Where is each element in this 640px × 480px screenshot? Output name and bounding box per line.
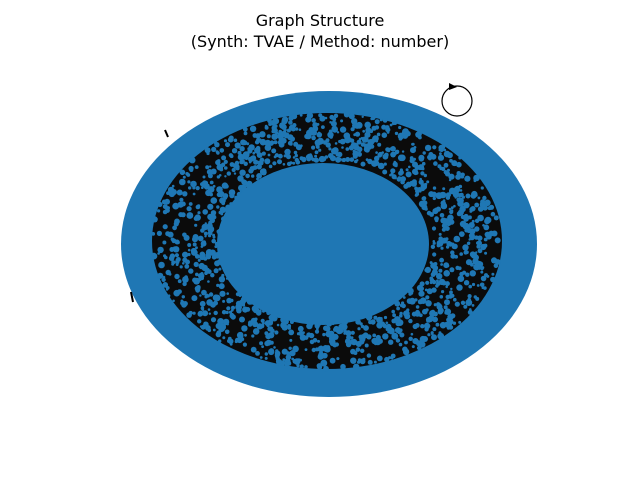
- self-loop-arrow-icon: [449, 83, 457, 90]
- stray-edge-top: [164, 129, 169, 138]
- figure-title: Graph Structure (Synth: TVAE / Method: n…: [0, 10, 640, 52]
- title-line-1: Graph Structure: [255, 11, 385, 30]
- node-cloud: [121, 91, 537, 397]
- inner-node-core: [217, 163, 429, 325]
- self-loop-circle: [441, 85, 473, 117]
- self-loop: [441, 83, 473, 117]
- stray-edge-left: [130, 291, 134, 303]
- edge-band-speckles: [150, 111, 501, 372]
- title-line-2: (Synth: TVAE / Method: number): [190, 32, 450, 51]
